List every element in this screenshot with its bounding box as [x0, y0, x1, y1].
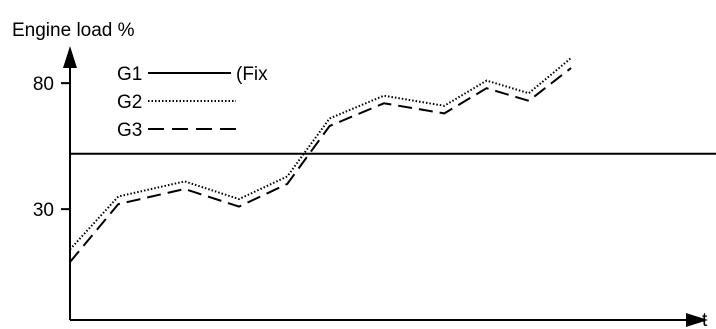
legend-label-g3: G3	[117, 120, 142, 141]
legend-label-g1: G1	[117, 64, 142, 85]
y-axis-arrow	[63, 46, 77, 68]
legend: G1 (Fix G2 G3	[117, 64, 268, 141]
y-axis-label: Engine load %	[12, 20, 135, 41]
x-axis-label: t	[702, 310, 708, 329]
legend-suffix-g1: (Fix	[236, 64, 268, 85]
legend-label-g2: G2	[117, 92, 142, 113]
y-ticks: 30 80	[33, 74, 70, 221]
y-tick-label-80: 80	[33, 74, 54, 95]
series-lines	[69, 57, 716, 263]
y-tick-label-30: 30	[33, 200, 54, 221]
x-axis-arrow	[686, 313, 708, 327]
series-line-g3	[69, 67, 572, 263]
